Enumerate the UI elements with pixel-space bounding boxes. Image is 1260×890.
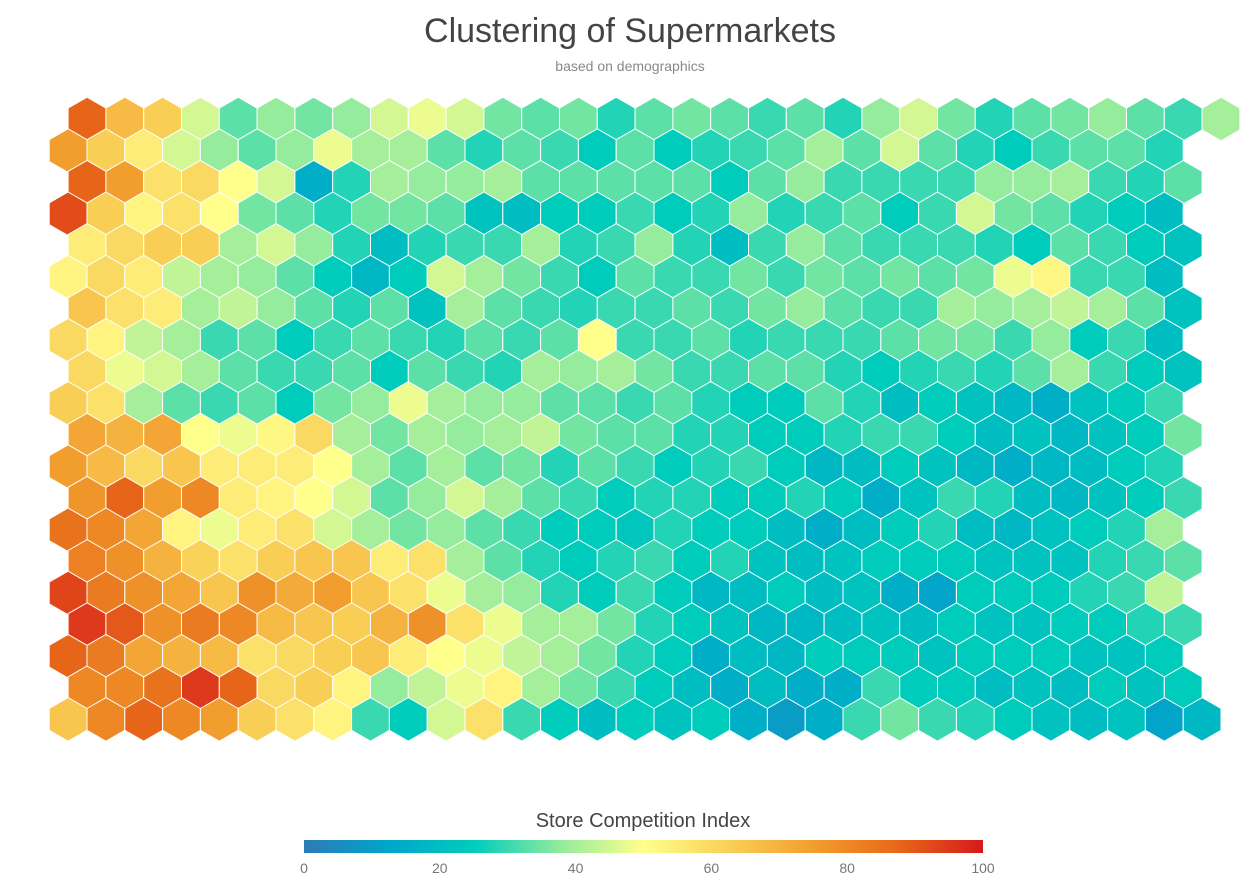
colorbar-gradient bbox=[304, 840, 983, 853]
colorbar-tick-label: 0 bbox=[300, 860, 308, 876]
hex-cell bbox=[1201, 96, 1241, 142]
colorbar-tick-label: 20 bbox=[432, 860, 448, 876]
colorbar-tick-label: 40 bbox=[567, 860, 584, 876]
chart-subtitle: based on demographics bbox=[555, 58, 705, 74]
colorbar-tick-label: 100 bbox=[971, 860, 995, 876]
chart-title: Clustering of Supermarkets bbox=[424, 12, 836, 50]
hexbin-heatmap bbox=[48, 96, 1241, 742]
colorbar-tick-label: 60 bbox=[703, 860, 720, 876]
colorbar-title: Store Competition Index bbox=[535, 810, 751, 832]
colorbar-tick-label: 80 bbox=[839, 860, 855, 876]
hex-cell bbox=[1182, 697, 1222, 742]
